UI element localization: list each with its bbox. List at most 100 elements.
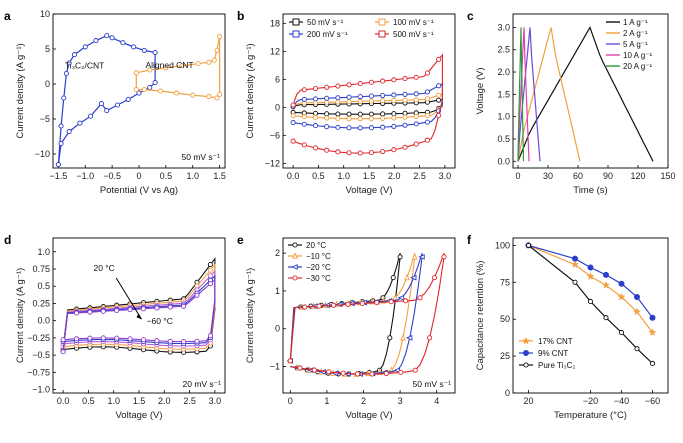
data-point-b-1: [380, 98, 386, 104]
data-point-e-3: [355, 371, 361, 377]
temperature-arrowhead-d: [136, 313, 142, 320]
x-tick-label-a: −1.5: [49, 171, 67, 181]
data-point-b-1: [391, 115, 397, 121]
data-point-a-0: [82, 44, 88, 50]
data-point-d-4: [60, 337, 66, 343]
x-tick-label-b: 1.5: [363, 171, 376, 181]
data-point-e-3: [326, 369, 332, 375]
data-point-e-3: [388, 299, 394, 305]
data-point-f-1: [634, 294, 641, 301]
legend-marker-e-1: [292, 252, 298, 259]
legend-marker-e-2: [291, 264, 298, 270]
series-line-c-3: [517, 27, 530, 162]
data-point-a-0: [104, 33, 110, 39]
data-point-b-0: [312, 110, 319, 116]
data-point-f-2: [603, 315, 609, 321]
data-point-b-3: [357, 150, 363, 156]
data-point-a-0: [104, 108, 110, 114]
data-point-b-1: [402, 114, 408, 120]
y-tick-label-f: 25: [500, 351, 510, 361]
data-point-b-2: [312, 123, 319, 129]
data-point-d-4: [127, 307, 133, 313]
x-tick-label-c: 120: [630, 171, 645, 181]
y-tick-label-b: 12: [270, 46, 280, 56]
data-point-b-3: [290, 138, 296, 144]
data-point-e-3: [383, 370, 389, 377]
data-point-a-0: [71, 52, 78, 58]
panel-a: a −1.5 −1.0 −0.5 0 0.5 1.0 1.5 −10 −5 0 5 10 Potentia…: [4, 9, 226, 196]
x-tick-label-e: 3: [398, 396, 403, 406]
data-point-e-3: [359, 300, 365, 307]
y-axis-label-a: Current density (A g⁻¹): [15, 43, 26, 138]
data-point-a-0: [77, 120, 83, 126]
data-point-d-4: [167, 338, 173, 344]
series-line-c-1: [517, 27, 581, 162]
data-point-b-2: [413, 121, 419, 127]
series-line-f-1: [528, 244, 653, 319]
data-point-d-4: [154, 305, 160, 311]
legend-label-c-0: 1 A g⁻¹: [623, 18, 648, 27]
x-tick-label-e: 0: [288, 396, 293, 406]
data-point-a-0: [141, 47, 147, 53]
data-point-e-2: [397, 294, 405, 301]
y-tick-label-a: −5: [40, 114, 50, 124]
data-point-f-2: [587, 298, 594, 305]
x-tick-label-e: 4: [434, 396, 439, 406]
data-point-b-2: [357, 94, 363, 100]
legend-label-b-1: 100 mV s⁻¹: [393, 18, 434, 27]
data-point-b-1: [380, 115, 386, 121]
data-point-e-0: [387, 335, 393, 341]
legend-marker-f-1: [523, 349, 530, 356]
data-point-b-3: [424, 137, 430, 143]
legend-marker-e-3: [292, 275, 298, 281]
data-point-d-4: [207, 333, 213, 339]
x-tick-label-d: 0.0: [57, 396, 70, 406]
x-axis-label-c: Time (s): [573, 185, 607, 196]
data-point-b-1: [368, 116, 375, 122]
data-point-e-3: [330, 302, 337, 308]
data-point-b-1: [436, 92, 442, 98]
data-point-b-3: [335, 83, 341, 89]
data-point-b-3: [402, 144, 408, 150]
series-line-c-4: [517, 27, 525, 162]
data-point-a-0: [55, 161, 61, 168]
legend-label-c-4: 20 A g⁻¹: [623, 62, 652, 71]
data-point-f-0: [617, 292, 626, 301]
data-point-d-1: [207, 267, 213, 273]
series-label-a-1: Aligned CNT: [145, 60, 193, 70]
data-point-a-1: [214, 47, 220, 53]
y-axis-label-e: Current density (A g⁻¹): [245, 268, 256, 363]
plot-frame-c: [512, 13, 669, 169]
x-tick-label-b: 0.5: [312, 171, 325, 181]
x-tick-label-d: 1.0: [107, 396, 120, 406]
data-point-e-2: [410, 274, 417, 281]
data-point-a-1: [206, 94, 212, 100]
x-tick-label-a: 1.5: [213, 171, 226, 181]
data-point-a-0: [61, 95, 67, 101]
data-point-b-2: [335, 124, 341, 130]
data-point-b-3: [436, 56, 442, 62]
data-point-b-2: [424, 119, 430, 125]
data-point-e-3: [403, 298, 409, 304]
x-tick-label-f: −40: [614, 396, 629, 406]
x-tick-label-e: 1: [324, 396, 329, 406]
data-point-a-1: [157, 88, 164, 94]
x-tick-label-c: 150: [660, 171, 675, 181]
y-tick-label-c: 1.5: [497, 89, 510, 99]
data-point-b-1: [335, 115, 341, 122]
x-tick-label-d: 0.5: [82, 396, 95, 406]
data-point-e-3: [302, 304, 308, 310]
data-point-b-1: [424, 113, 430, 119]
panel-f: f 20 −20 −40 −60 0 25 50 75 100 Temperature (°C) Ca…: [467, 233, 669, 421]
x-axis-label-e: Voltage (V): [346, 410, 393, 421]
data-point-a-0: [109, 35, 115, 41]
data-point-b-0: [391, 111, 397, 117]
panel-label-f: f: [467, 233, 472, 247]
data-point-b-2: [368, 93, 375, 99]
data-point-a-0: [58, 140, 64, 147]
data-point-b-2: [324, 124, 330, 130]
data-point-e-3: [427, 335, 433, 341]
data-point-f-2: [572, 279, 578, 285]
panel-label-e: e: [237, 233, 244, 247]
data-point-a-0: [93, 38, 99, 44]
